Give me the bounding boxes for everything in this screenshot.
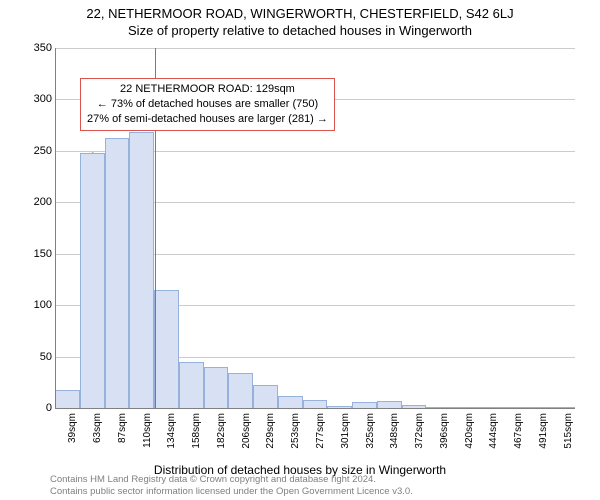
histogram-bar xyxy=(179,362,204,408)
annotation-line: 27% of semi-detached houses are larger (… xyxy=(87,112,328,127)
x-tick-label: 444sqm xyxy=(488,413,499,463)
x-tick-label: 348sqm xyxy=(389,413,400,463)
x-tick-label: 301sqm xyxy=(340,413,351,463)
x-tick-label: 110sqm xyxy=(142,413,153,463)
gridline xyxy=(55,48,575,49)
footer-line-1: Contains HM Land Registry data © Crown c… xyxy=(50,474,413,486)
histogram-bar xyxy=(204,367,229,408)
y-axis-line xyxy=(55,48,56,408)
histogram-bar xyxy=(228,373,253,408)
histogram-bar xyxy=(129,132,154,408)
x-tick-label: 515sqm xyxy=(563,413,574,463)
histogram-bar xyxy=(278,396,303,408)
y-tick-label: 100 xyxy=(30,299,52,311)
y-tick-label: 200 xyxy=(30,196,52,208)
histogram-bar xyxy=(105,138,130,409)
x-tick-label: 229sqm xyxy=(265,413,276,463)
annotation-box: 22 NETHERMOOR ROAD: 129sqm← 73% of detac… xyxy=(80,78,335,131)
x-tick-label: 467sqm xyxy=(513,413,524,463)
x-tick-label: 63sqm xyxy=(92,413,103,463)
y-tick-label: 250 xyxy=(30,145,52,157)
y-tick-label: 50 xyxy=(30,351,52,363)
x-tick-label: 87sqm xyxy=(117,413,128,463)
histogram-bar xyxy=(55,390,80,409)
x-tick-label: 420sqm xyxy=(464,413,475,463)
footer-line-2: Contains public sector information licen… xyxy=(50,486,413,498)
y-tick-label: 300 xyxy=(30,93,52,105)
x-tick-label: 39sqm xyxy=(67,413,78,463)
y-tick-label: 350 xyxy=(30,42,52,54)
x-tick-label: 325sqm xyxy=(365,413,376,463)
annotation-line: 22 NETHERMOOR ROAD: 129sqm xyxy=(87,82,328,97)
x-tick-label: 158sqm xyxy=(191,413,202,463)
histogram-bar xyxy=(253,385,278,408)
histogram-bar xyxy=(377,401,402,408)
y-tick-label: 150 xyxy=(30,248,52,260)
x-tick-label: 372sqm xyxy=(414,413,425,463)
x-tick-label: 277sqm xyxy=(315,413,326,463)
histogram-bar xyxy=(80,153,105,408)
x-tick-label: 491sqm xyxy=(538,413,549,463)
x-tick-label: 253sqm xyxy=(290,413,301,463)
x-tick-label: 396sqm xyxy=(439,413,450,463)
histogram-bar xyxy=(303,400,328,408)
title-line-1: 22, NETHERMOOR ROAD, WINGERWORTH, CHESTE… xyxy=(0,0,600,21)
x-tick-label: 206sqm xyxy=(241,413,252,463)
annotation-line: ← 73% of detached houses are smaller (75… xyxy=(87,97,328,112)
x-tick-label: 182sqm xyxy=(216,413,227,463)
title-line-2: Size of property relative to detached ho… xyxy=(0,21,600,38)
x-tick-label: 134sqm xyxy=(166,413,177,463)
chart-container: 22, NETHERMOOR ROAD, WINGERWORTH, CHESTE… xyxy=(0,0,600,500)
footer-attribution: Contains HM Land Registry data © Crown c… xyxy=(50,474,413,498)
histogram-bar xyxy=(154,290,179,408)
y-tick-label: 0 xyxy=(30,402,52,414)
plot-area: 22 NETHERMOOR ROAD: 129sqm← 73% of detac… xyxy=(55,48,575,408)
x-axis-line xyxy=(55,408,575,409)
